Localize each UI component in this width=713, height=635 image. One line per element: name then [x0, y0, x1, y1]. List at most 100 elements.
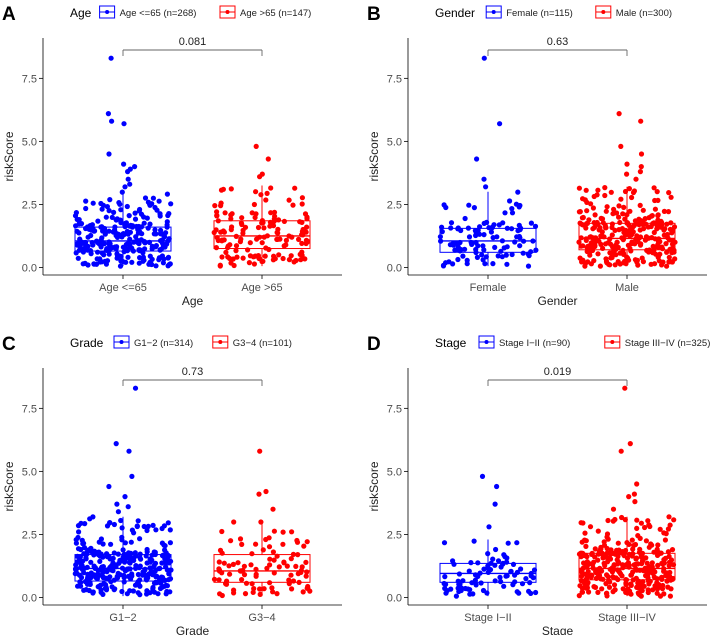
box-iqr: [213, 554, 311, 583]
data-point: [666, 570, 672, 576]
data-point-outlier: [634, 481, 640, 487]
data-point: [579, 259, 585, 265]
data-point: [303, 559, 309, 565]
data-point: [290, 551, 296, 557]
data-point: [669, 259, 675, 265]
data-point: [108, 579, 114, 585]
data-point-outlier: [109, 118, 115, 124]
data-point: [255, 224, 262, 231]
data-point: [238, 236, 244, 242]
data-point: [454, 247, 460, 253]
data-point: [466, 202, 472, 208]
data-point: [645, 518, 651, 524]
data-point: [649, 235, 655, 241]
data-point: [582, 263, 588, 269]
data-point: [267, 562, 273, 568]
data-point: [589, 572, 595, 578]
data-point: [600, 576, 606, 582]
data-point: [448, 586, 454, 592]
data-point: [500, 220, 506, 226]
data-point: [83, 556, 89, 562]
data-point: [577, 583, 583, 589]
data-point: [283, 242, 289, 248]
data-point: [472, 228, 478, 234]
data-point: [118, 253, 124, 260]
data-point: [646, 581, 652, 587]
data-point: [652, 197, 658, 204]
legend-key-2: [604, 335, 621, 349]
data-point: [239, 577, 245, 583]
data-point: [604, 534, 610, 540]
data-point: [483, 254, 489, 260]
data-point: [234, 254, 240, 260]
data-point: [293, 563, 299, 569]
data-point: [119, 588, 125, 595]
data-point: [620, 260, 627, 266]
data-point: [95, 549, 101, 556]
data-point: [130, 588, 136, 594]
data-point: [238, 568, 244, 574]
data-point: [599, 586, 605, 592]
data-point: [122, 540, 128, 546]
data-point: [83, 205, 89, 212]
data-point: [457, 239, 463, 246]
data-point: [153, 244, 159, 250]
data-point: [578, 235, 584, 241]
data-point: [596, 572, 603, 578]
x-tick-label: G3−4: [248, 612, 275, 624]
x-axis-title: Stage: [542, 624, 574, 635]
data-point: [627, 208, 633, 214]
data-point: [266, 544, 273, 550]
data-point: [124, 203, 130, 210]
data-point: [671, 247, 677, 253]
data-point: [231, 262, 237, 269]
data-point: [586, 589, 592, 595]
data-point: [109, 214, 115, 220]
data-point: [257, 586, 263, 592]
data-point: [230, 561, 236, 567]
data-point: [241, 572, 248, 578]
data-point: [137, 563, 143, 569]
data-point: [79, 563, 85, 569]
data-point: [133, 553, 139, 559]
data-point-outlier: [483, 184, 489, 190]
data-point: [607, 262, 613, 268]
data-point: [75, 583, 81, 589]
data-point: [142, 567, 148, 573]
data-point: [583, 543, 589, 549]
data-point: [117, 557, 123, 563]
data-point: [450, 241, 456, 247]
data-point: [462, 246, 468, 252]
data-point: [106, 251, 112, 257]
data-point: [119, 189, 125, 195]
data-point: [664, 221, 670, 227]
data-point: [163, 230, 169, 236]
data-point: [610, 589, 616, 595]
data-point: [295, 571, 301, 577]
data-point: [272, 213, 278, 219]
significance-bracket: [487, 49, 628, 56]
data-point: [252, 214, 258, 221]
data-point: [275, 217, 282, 223]
y-tick-label: 2.5: [387, 199, 402, 211]
panel-A: A Age Age <=65 (n=268) Age >65 (n=147) 0.0 2.…: [2, 4, 342, 308]
data-point: [281, 559, 287, 565]
data-point: [626, 564, 632, 570]
data-point: [643, 237, 649, 243]
legend-title: Age: [70, 6, 92, 20]
data-point: [661, 566, 667, 572]
data-point: [660, 259, 666, 265]
data-point: [512, 579, 518, 585]
data-point: [503, 252, 509, 258]
data-point: [160, 260, 166, 266]
data-point: [481, 566, 487, 572]
y-tick-label: 0.0: [387, 592, 402, 604]
data-point: [590, 205, 596, 211]
data-point: [515, 189, 521, 195]
data-point: [132, 210, 138, 216]
data-point: [498, 579, 504, 585]
data-point: [635, 262, 641, 268]
data-point: [291, 259, 297, 265]
data-point: [88, 559, 94, 565]
data-point-outlier: [129, 473, 135, 479]
